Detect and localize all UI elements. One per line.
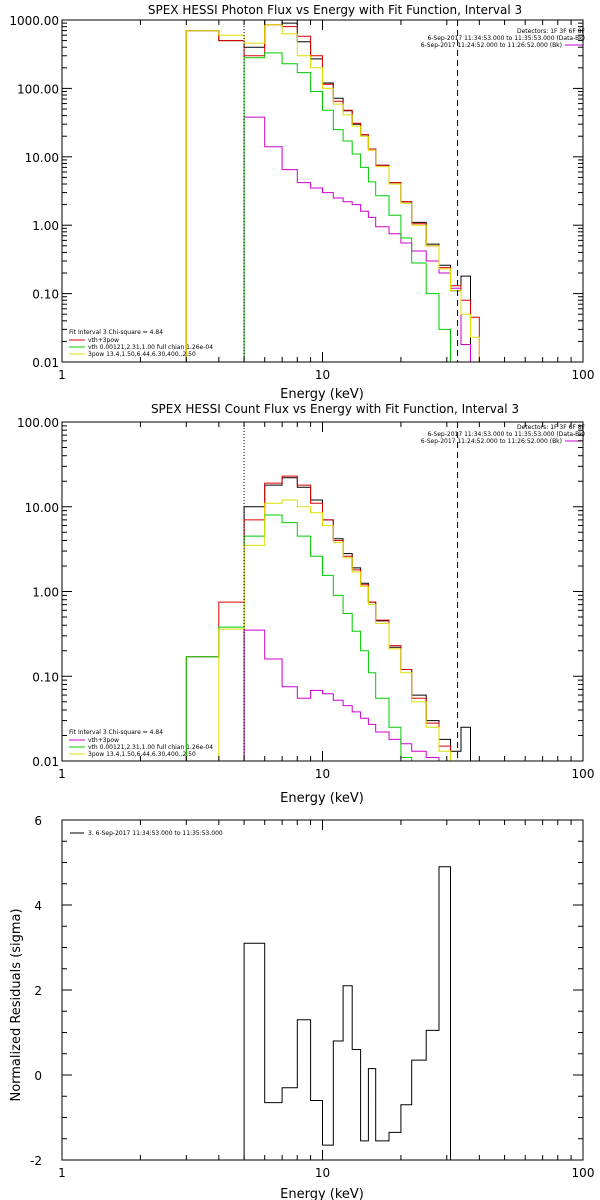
- legend-bk: 6-Sep-2017 11:24:52.000 to 11:26:52.000 …: [421, 42, 562, 49]
- y-tick-label: 0.01: [32, 356, 59, 370]
- x-axis-label: Energy (keV): [280, 791, 364, 806]
- legend-top: Detectors: 1F 3F 6F 8F 6-Sep-2017 11:34:…: [421, 424, 586, 445]
- series-line-vth: [185, 514, 413, 761]
- y-tick-label: 10.00: [25, 151, 59, 165]
- y-tick-label: 0.10: [32, 288, 59, 302]
- plot-area: [243, 866, 451, 1160]
- legend-3pow: 3pow 13.4,1.50,6.44,6.30,400.,2.50: [88, 751, 196, 758]
- chart-title: SPEX HESSI Photon Flux vs Energy with Fi…: [148, 3, 522, 17]
- photon-flux-panel: SPEX HESSI Photon Flux vs Energy with Fi…: [9, 3, 594, 402]
- series-line-3pow: [218, 499, 451, 761]
- series-line-bk: [243, 629, 440, 761]
- legend-fit: Fit Interval 3 Chi-square = 4.84: [69, 329, 163, 336]
- legend-bottom: Fit Interval 3 Chi-square = 4.84 vth+3po…: [69, 329, 213, 358]
- y-tick-label: 0.10: [32, 670, 59, 684]
- y-tick-label: 0.01: [32, 755, 59, 769]
- x-axis-label: Energy (keV): [280, 387, 364, 402]
- x-tick-label: 10: [315, 368, 330, 382]
- y-tick-label: 100.00: [17, 82, 59, 96]
- x-tick-label: 10: [315, 767, 330, 781]
- y-tick-label: 100.00: [17, 416, 59, 430]
- y-tick-label: 1000.00: [9, 14, 59, 28]
- x-tick-label: 1: [58, 1166, 66, 1180]
- series-line-vth-3pow: [185, 475, 451, 761]
- count-flux-panel: SPEX HESSI Count Flux vs Energy with Fit…: [17, 402, 594, 806]
- legend-top: Detectors: 1F 3F 6F 8F 6-Sep-2017 11:34:…: [421, 28, 586, 49]
- y-tick-label: 4: [34, 899, 42, 913]
- y-tick-label: 0: [34, 1069, 42, 1083]
- legend-3pow: 3pow 13.4,1.50,6.44,6.30,400.,2.50: [88, 351, 196, 358]
- legend-vth: vth 0.00121,2.31,1.00 full chian 1.26e-0…: [88, 344, 213, 351]
- legend-data-bk: 6-Sep-2017 11:34:53.000 to 11:35:53.000 …: [427, 431, 585, 438]
- x-tick-label: 100: [572, 1166, 595, 1180]
- x-tick-label: 1: [58, 767, 66, 781]
- chart-title: SPEX HESSI Count Flux vs Energy with Fit…: [151, 402, 519, 416]
- legend-bk: 6-Sep-2017 11:24:52.000 to 11:26:52.000 …: [421, 438, 562, 445]
- legend-vth3pow: vth+3pow: [88, 337, 119, 344]
- x-tick-label: 10: [315, 1166, 330, 1180]
- series-line-data-bk: [185, 20, 471, 362]
- legend-vth: vth 0.00121,2.31,1.00 full chian 1.26e-0…: [88, 744, 213, 751]
- y-tick-label: 1.00: [32, 586, 59, 600]
- y-tick-label: 1.00: [32, 219, 59, 233]
- legend-fit: Fit Interval 3 Chi-square = 4.84: [69, 729, 163, 736]
- residuals-panel: Energy (keV) Normalized Residuals (sigma…: [9, 814, 594, 1200]
- plot-frame: [61, 421, 584, 762]
- legend-bottom: Fit Interval 3 Chi-square = 4.84 vth+3po…: [69, 729, 213, 758]
- y-tick-label: 6: [34, 814, 42, 828]
- y-tick-label: 10.00: [25, 501, 59, 515]
- series-line-residuals: [243, 866, 451, 1160]
- legend-detectors: Detectors: 1F 3F 6F 8F: [517, 424, 586, 431]
- y-tick-label: -2: [30, 1154, 42, 1168]
- series-line-3pow: [185, 24, 480, 362]
- y-tick-label: 2: [34, 984, 42, 998]
- x-axis-label: Energy (keV): [280, 1187, 364, 1200]
- legend-top: 3. 6-Sep-2017 11:34:53.000 to 11:35:53.0…: [70, 830, 223, 837]
- legend-interval: 3. 6-Sep-2017 11:34:53.000 to 11:35:53.0…: [88, 830, 223, 837]
- plot-area: [185, 20, 480, 362]
- x-tick-label: 100: [572, 767, 595, 781]
- series-line-vth: [243, 52, 451, 362]
- legend-vth3pow: vth+3pow: [88, 737, 119, 744]
- x-tick-label: 100: [572, 368, 595, 382]
- plot-area: [185, 422, 471, 761]
- series-line-bk: [243, 116, 471, 362]
- legend-data-bk: 6-Sep-2017 11:34:53.000 to 11:35:53.000 …: [427, 35, 585, 42]
- x-tick-label: 1: [58, 368, 66, 382]
- y-axis-label: Normalized Residuals (sigma): [9, 908, 24, 1101]
- legend-detectors: Detectors: 1F 3F 6F 8F: [517, 28, 586, 35]
